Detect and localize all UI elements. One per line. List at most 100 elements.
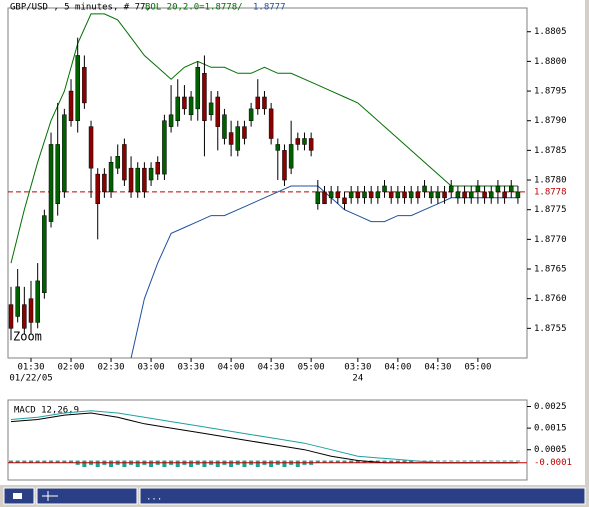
candle-body (108, 161, 114, 193)
histogram-bar (475, 460, 480, 462)
histogram-bar (355, 460, 360, 463)
price-panel (7, 7, 528, 359)
candle-body (135, 167, 140, 193)
macd-title: MACD 12,26,9 (14, 406, 79, 416)
histogram-bar (442, 460, 447, 462)
histogram-bar (29, 460, 34, 463)
candle-body (448, 185, 454, 193)
histogram-bar (62, 460, 67, 463)
histogram-bar (469, 460, 474, 462)
candle-body (268, 108, 274, 139)
candle-body (22, 304, 27, 329)
histogram-bar (315, 460, 320, 463)
histogram-bar (35, 460, 40, 463)
candle-body (348, 191, 354, 199)
candle-body (382, 185, 387, 193)
candle-body (322, 191, 327, 205)
candle-body (62, 114, 67, 193)
candle-body (462, 191, 467, 199)
histogram-bar (215, 460, 220, 468)
candle-body (328, 191, 334, 199)
histogram-bar (189, 460, 194, 468)
date-label: 24 (352, 374, 363, 384)
histogram-bar (202, 460, 207, 468)
histogram-bar (455, 460, 460, 462)
histogram-bar (255, 460, 260, 468)
y-tick-label: 1.8755 (534, 324, 567, 334)
histogram-bar (82, 460, 87, 468)
candle-body (495, 185, 501, 193)
candle-body (275, 144, 281, 151)
y-tick-label: 1.8780 (534, 176, 567, 186)
histogram-bar (375, 460, 380, 463)
candle-body (509, 185, 514, 193)
bollinger-band (10, 13, 518, 264)
toolbar-button[interactable] (36, 487, 138, 505)
y-tick-label: 0.0005 (534, 445, 567, 455)
candle-body (302, 138, 307, 145)
candle-body (15, 286, 20, 317)
candle-body (355, 191, 361, 199)
candle-body (482, 191, 487, 199)
candle-body (242, 126, 247, 139)
histogram-bar (55, 460, 60, 463)
histogram-bar (49, 460, 54, 463)
candle-body (188, 96, 194, 116)
candle-body (82, 67, 87, 104)
y-tick-label: 1.8765 (534, 265, 567, 275)
histogram-bar (22, 460, 27, 463)
histogram-bar (269, 460, 274, 468)
histogram-bar (69, 460, 74, 463)
x-tick-label: 03:00 (138, 363, 165, 373)
last-value-label: -0.0001 (534, 458, 572, 468)
candle-body (42, 215, 47, 293)
candle-body (335, 191, 341, 199)
candle-body (248, 108, 254, 121)
histogram-bar (42, 460, 47, 463)
candle-body (235, 126, 241, 151)
candle-body (195, 67, 201, 110)
annotation: Zoom (13, 330, 42, 344)
candle-body (468, 191, 474, 199)
status-text: ... (146, 493, 162, 503)
candle-body (88, 126, 94, 169)
candle-body (428, 191, 434, 199)
x-tick-label: 03:30 (178, 363, 205, 373)
candle-body (155, 161, 160, 175)
status-field (139, 487, 586, 505)
x-tick-label: 04:00 (384, 363, 411, 373)
candle-body (362, 191, 367, 199)
histogram-bar (109, 460, 114, 468)
candle-body (375, 191, 381, 199)
candle-body (75, 55, 80, 121)
candle-body (48, 144, 54, 222)
macd-panel (7, 399, 528, 481)
x-tick-label: 02:30 (98, 363, 125, 373)
histogram-bar (15, 460, 20, 463)
x-tick-label: 04:30 (258, 363, 285, 373)
candle-body (202, 73, 207, 121)
candle-body (95, 173, 100, 205)
candle-body (475, 185, 481, 193)
y-tick-label: 1.8760 (534, 294, 567, 304)
candle-body (395, 191, 401, 199)
candle-body (162, 120, 167, 175)
candle-body (8, 304, 14, 329)
y-tick-label: 1.8785 (534, 146, 567, 156)
candle-body (422, 185, 427, 193)
candle-body (342, 197, 347, 205)
histogram-bar (335, 460, 340, 463)
candle-body (308, 138, 314, 151)
histogram-bar (382, 460, 387, 463)
candle-body (168, 114, 174, 127)
indicator-label: BOL 20,2.0=1.8778/ (145, 3, 243, 13)
histogram-bar (342, 460, 347, 463)
histogram-bar (149, 460, 154, 468)
candle-body (488, 191, 494, 199)
histogram-bar (482, 460, 487, 462)
histogram-bar (389, 460, 394, 463)
candle-body (502, 191, 507, 199)
histogram-bar (229, 460, 234, 468)
candle-body (368, 191, 374, 199)
